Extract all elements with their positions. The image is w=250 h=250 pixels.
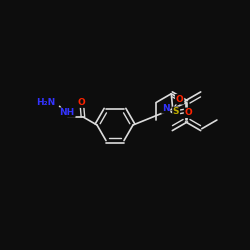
Text: O: O bbox=[176, 95, 184, 104]
Text: O: O bbox=[78, 98, 86, 107]
Text: O: O bbox=[184, 108, 192, 117]
Text: NH: NH bbox=[60, 108, 75, 117]
Text: N: N bbox=[162, 104, 170, 113]
Text: S: S bbox=[173, 107, 179, 116]
Text: H₂N: H₂N bbox=[36, 98, 55, 107]
